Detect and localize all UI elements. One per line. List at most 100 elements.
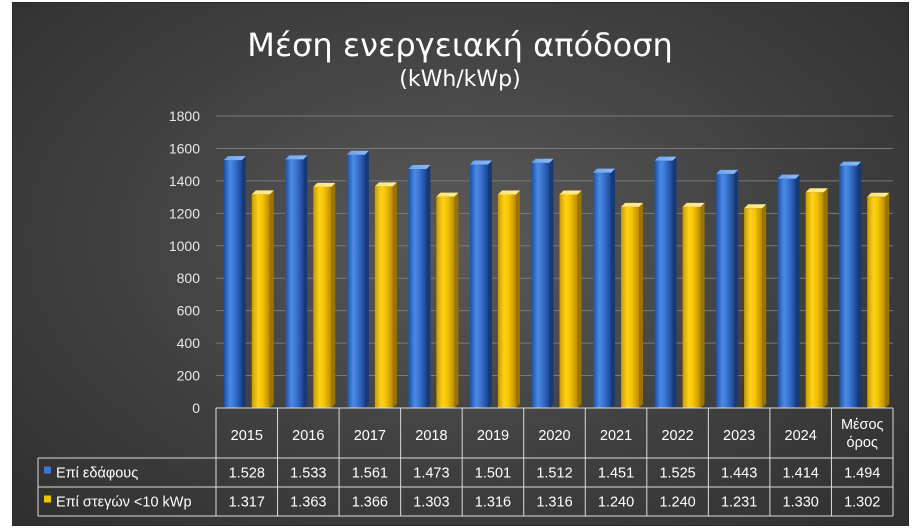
- data-value: 1.414: [783, 466, 819, 482]
- bar-roof-6: [621, 202, 644, 408]
- bar-ground-0: [223, 156, 246, 408]
- bar-top: [374, 182, 397, 187]
- data-table: 2015 2016 2017 2018 2019 2020 2021 2022 2023 2024…: [37, 407, 894, 517]
- data-value: 1.512: [536, 466, 572, 482]
- bar-front: [867, 196, 886, 408]
- bar-ground-1: [285, 155, 308, 408]
- y-tick-label: 200: [177, 368, 201, 384]
- bar-roof-10: [867, 192, 890, 408]
- chart-subtitle: (kWh/kWp): [399, 67, 520, 92]
- bar-roof-4: [497, 190, 520, 408]
- bar-top: [654, 156, 677, 161]
- bar-top: [839, 161, 862, 166]
- bar-top: [593, 168, 616, 173]
- bar-front: [716, 173, 735, 408]
- category-label: 2022: [661, 428, 693, 444]
- category-label: 2017: [354, 428, 386, 444]
- bar-front: [374, 186, 393, 408]
- bar-ground-8: [716, 169, 739, 408]
- bar-ground-6: [593, 168, 616, 408]
- y-tick-label: 600: [177, 303, 201, 319]
- bar-front: [251, 194, 270, 408]
- bar-front: [777, 178, 796, 408]
- y-tick-label: 1600: [169, 140, 200, 156]
- bar-front: [497, 194, 516, 408]
- data-value: 1.501: [475, 466, 511, 482]
- bar-top: [716, 169, 739, 174]
- bar-side: [392, 182, 397, 408]
- bar-roof-9: [805, 188, 828, 408]
- bar-top: [805, 188, 828, 193]
- chart-title: Μέση ενεργειακή απόδοση: [247, 26, 673, 64]
- bar-roof-0: [251, 190, 274, 408]
- bar-ground-7: [654, 156, 677, 408]
- bar-front: [654, 160, 673, 408]
- category-label: 2023: [723, 428, 755, 444]
- bar-side: [611, 168, 616, 408]
- bar-side: [515, 190, 520, 408]
- bar-front: [593, 172, 612, 408]
- bar-top: [346, 150, 369, 155]
- y-tick-label: 1400: [169, 173, 200, 189]
- category-label: 2024: [785, 428, 817, 444]
- bar-side: [241, 156, 246, 408]
- bar-ground-2: [346, 150, 369, 408]
- bar-ground-9: [777, 174, 800, 408]
- legend-label: Επί εδάφους: [56, 466, 138, 482]
- data-value: 1.240: [598, 495, 634, 511]
- bar-side: [639, 202, 644, 408]
- category-label: 2016: [292, 428, 324, 444]
- bar-top: [559, 190, 582, 195]
- bar-side: [454, 192, 459, 408]
- bar-top: [682, 202, 705, 207]
- bar-front: [469, 164, 488, 408]
- bar-front: [285, 159, 304, 408]
- data-value: 1.525: [659, 466, 695, 482]
- bar-top: [497, 190, 520, 195]
- bars: [223, 150, 890, 408]
- data-value: 1.561: [352, 466, 388, 482]
- data-value: 1.363: [290, 495, 326, 511]
- y-tick-label: 400: [177, 335, 201, 351]
- bar-front: [559, 194, 578, 408]
- bar-roof-7: [682, 202, 705, 408]
- data-value: 1.317: [229, 495, 265, 511]
- data-value: 1.494: [844, 466, 880, 482]
- bar-top: [408, 165, 431, 170]
- category-label: 2020: [538, 428, 570, 444]
- bar-top: [313, 182, 336, 187]
- bar-side: [487, 160, 492, 408]
- bar-roof-2: [374, 182, 397, 408]
- bar-side: [885, 192, 890, 408]
- bar-side: [426, 165, 431, 408]
- data-value: 1.316: [536, 495, 572, 511]
- y-tick-label: 1000: [169, 238, 200, 254]
- data-value: 1.302: [844, 495, 880, 511]
- category-label: 2015: [231, 428, 263, 444]
- bar-side: [857, 161, 862, 408]
- data-value: 1.303: [413, 495, 449, 511]
- bar-ground-3: [408, 165, 431, 408]
- bar-front: [223, 160, 242, 408]
- bar-top: [223, 156, 246, 161]
- bar-side: [795, 174, 800, 408]
- y-tick-label: 0: [192, 400, 200, 416]
- data-value: 1.533: [290, 466, 326, 482]
- bar-side: [734, 169, 739, 408]
- bar-side: [269, 190, 274, 408]
- bar-top: [621, 202, 644, 207]
- y-tick-label: 800: [177, 270, 201, 286]
- y-tick-label: 1200: [169, 205, 200, 221]
- bar-roof-8: [744, 204, 767, 408]
- bar-top: [285, 155, 308, 160]
- bar-roof-5: [559, 190, 582, 408]
- y-tick-label: 1800: [169, 108, 200, 124]
- category-label: 2018: [415, 428, 447, 444]
- bar-side: [549, 158, 554, 408]
- bar-front: [408, 169, 427, 408]
- category-label: 2019: [477, 428, 509, 444]
- bar-side: [331, 182, 336, 408]
- legend-key-roof: [44, 495, 51, 503]
- bar-side: [762, 204, 767, 408]
